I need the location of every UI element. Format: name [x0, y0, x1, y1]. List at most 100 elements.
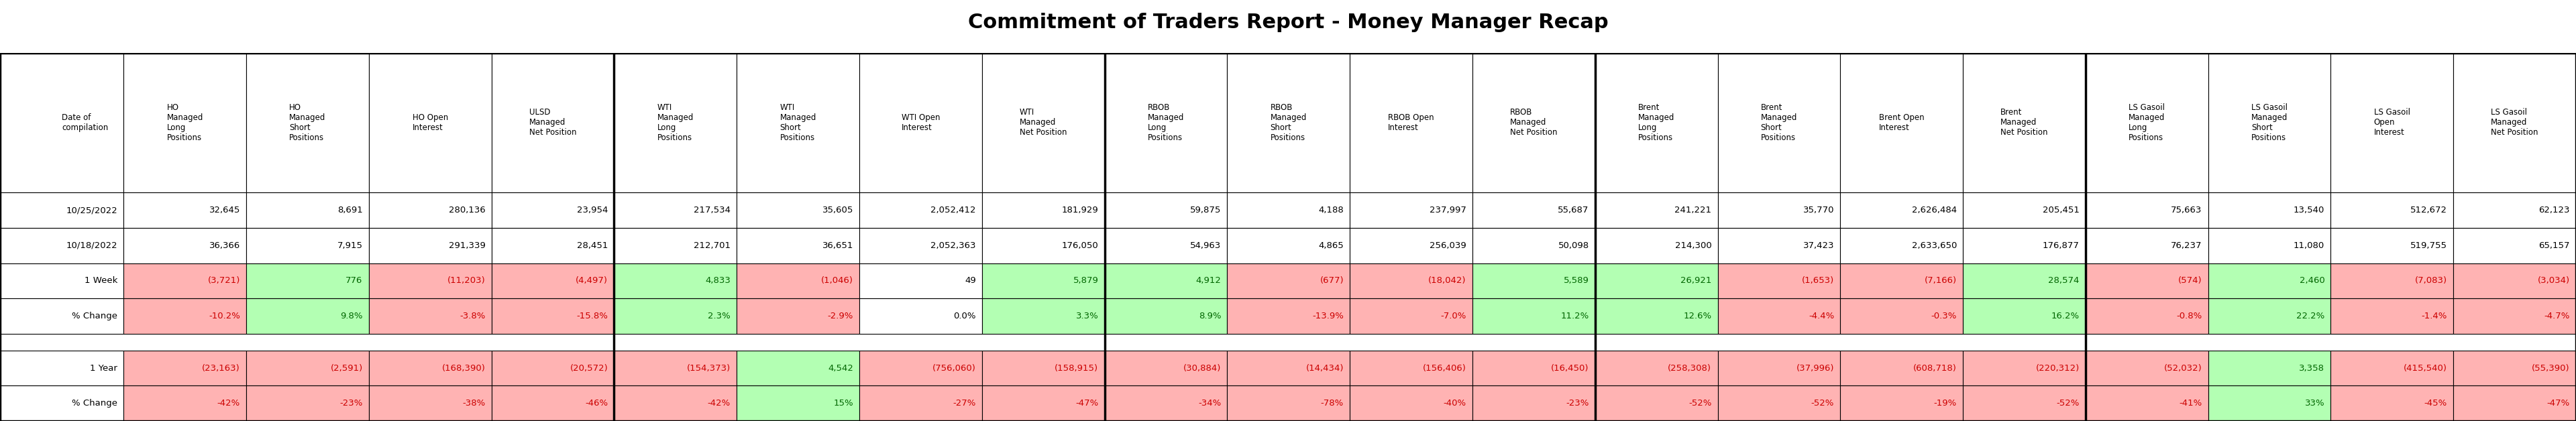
- Text: 512,672: 512,672: [2411, 206, 2447, 215]
- Text: (756,060): (756,060): [933, 364, 976, 373]
- Text: Date of
compilation: Date of compilation: [62, 113, 108, 132]
- Bar: [2208, 193, 2331, 228]
- Bar: [613, 228, 737, 263]
- Text: -52%: -52%: [1811, 399, 1834, 408]
- Text: 13,540: 13,540: [2293, 206, 2324, 215]
- Text: Brent
Managed
Short
Positions: Brent Managed Short Positions: [1762, 103, 1798, 142]
- Bar: [1839, 193, 1963, 228]
- Bar: [2087, 386, 2208, 421]
- Text: (258,308): (258,308): [1667, 364, 1710, 373]
- Text: 4,542: 4,542: [827, 364, 853, 373]
- Bar: [2452, 193, 2576, 228]
- Bar: [1350, 53, 1473, 193]
- Text: (2,591): (2,591): [330, 364, 363, 373]
- Text: WTI
Managed
Short
Positions: WTI Managed Short Positions: [781, 103, 817, 142]
- Bar: [1839, 386, 1963, 421]
- Bar: [247, 53, 368, 193]
- Text: 59,875: 59,875: [1190, 206, 1221, 215]
- Text: 176,877: 176,877: [2043, 241, 2079, 250]
- Bar: [1105, 298, 1226, 334]
- Text: WTI
Managed
Long
Positions: WTI Managed Long Positions: [657, 103, 693, 142]
- Text: 8.9%: 8.9%: [1198, 312, 1221, 320]
- Text: 49: 49: [963, 277, 976, 285]
- Bar: [1839, 228, 1963, 263]
- Text: RBOB
Managed
Long
Positions: RBOB Managed Long Positions: [1149, 103, 1185, 142]
- Bar: [737, 228, 860, 263]
- Bar: [492, 228, 613, 263]
- Text: -42%: -42%: [216, 399, 240, 408]
- Bar: [1963, 350, 2087, 386]
- Text: -4.7%: -4.7%: [2545, 312, 2571, 320]
- Text: 4,865: 4,865: [1319, 241, 1345, 250]
- Bar: [1350, 193, 1473, 228]
- Bar: [737, 193, 860, 228]
- Bar: [2331, 193, 2452, 228]
- Bar: [247, 263, 368, 298]
- Bar: [1226, 350, 1350, 386]
- Text: LS Gasoil
Managed
Short
Positions: LS Gasoil Managed Short Positions: [2251, 103, 2287, 142]
- Text: -3.8%: -3.8%: [459, 312, 484, 320]
- Text: 3.3%: 3.3%: [1077, 312, 1097, 320]
- Bar: [613, 298, 737, 334]
- Text: -7.0%: -7.0%: [1440, 312, 1466, 320]
- Bar: [1839, 298, 1963, 334]
- Text: -13.9%: -13.9%: [1311, 312, 1345, 320]
- Bar: [247, 228, 368, 263]
- Text: 205,451: 205,451: [2043, 206, 2079, 215]
- Text: 54,963: 54,963: [1190, 241, 1221, 250]
- Bar: [2208, 228, 2331, 263]
- Text: 36,651: 36,651: [822, 241, 853, 250]
- Text: 35,605: 35,605: [822, 206, 853, 215]
- Bar: [1595, 298, 1718, 334]
- Text: 35,770: 35,770: [1803, 206, 1834, 215]
- Text: 37,423: 37,423: [1803, 241, 1834, 250]
- Text: -23%: -23%: [1566, 399, 1589, 408]
- Text: WTI Open
Interest: WTI Open Interest: [902, 113, 940, 132]
- Bar: [2331, 53, 2452, 193]
- Bar: [2087, 53, 2208, 193]
- Bar: [1473, 193, 1595, 228]
- Text: 2,626,484: 2,626,484: [1911, 206, 1958, 215]
- Text: 776: 776: [345, 277, 363, 285]
- Text: 28,451: 28,451: [577, 241, 608, 250]
- Bar: [1226, 386, 1350, 421]
- Bar: [613, 193, 737, 228]
- Bar: [0, 193, 124, 228]
- Bar: [368, 263, 492, 298]
- Text: (30,884): (30,884): [1182, 364, 1221, 373]
- Text: (574): (574): [2179, 277, 2202, 285]
- Bar: [1226, 263, 1350, 298]
- Bar: [737, 298, 860, 334]
- Text: 22.2%: 22.2%: [2295, 312, 2324, 320]
- Bar: [124, 350, 247, 386]
- Text: -52%: -52%: [2056, 399, 2079, 408]
- Bar: [1718, 350, 1839, 386]
- Bar: [860, 350, 981, 386]
- Bar: [1350, 350, 1473, 386]
- Bar: [2452, 263, 2576, 298]
- Bar: [1105, 386, 1226, 421]
- Text: -78%: -78%: [1321, 399, 1345, 408]
- Bar: [1105, 263, 1226, 298]
- Text: 241,221: 241,221: [1674, 206, 1710, 215]
- Bar: [737, 53, 860, 193]
- Text: 2,633,650: 2,633,650: [1911, 241, 1958, 250]
- Bar: [1718, 228, 1839, 263]
- Text: 23,954: 23,954: [577, 206, 608, 215]
- Text: % Change: % Change: [72, 399, 118, 408]
- Bar: [613, 263, 737, 298]
- Text: (1,653): (1,653): [1801, 277, 1834, 285]
- Bar: [1105, 350, 1226, 386]
- Text: (158,915): (158,915): [1054, 364, 1097, 373]
- Bar: [1226, 53, 1350, 193]
- Bar: [981, 298, 1105, 334]
- Bar: [124, 53, 247, 193]
- Bar: [2087, 263, 2208, 298]
- Bar: [2208, 386, 2331, 421]
- Bar: [1226, 228, 1350, 263]
- Text: (7,166): (7,166): [1924, 277, 1958, 285]
- Bar: [1963, 193, 2087, 228]
- Text: (154,373): (154,373): [688, 364, 732, 373]
- Text: 1 Year: 1 Year: [90, 364, 118, 373]
- Text: -40%: -40%: [1443, 399, 1466, 408]
